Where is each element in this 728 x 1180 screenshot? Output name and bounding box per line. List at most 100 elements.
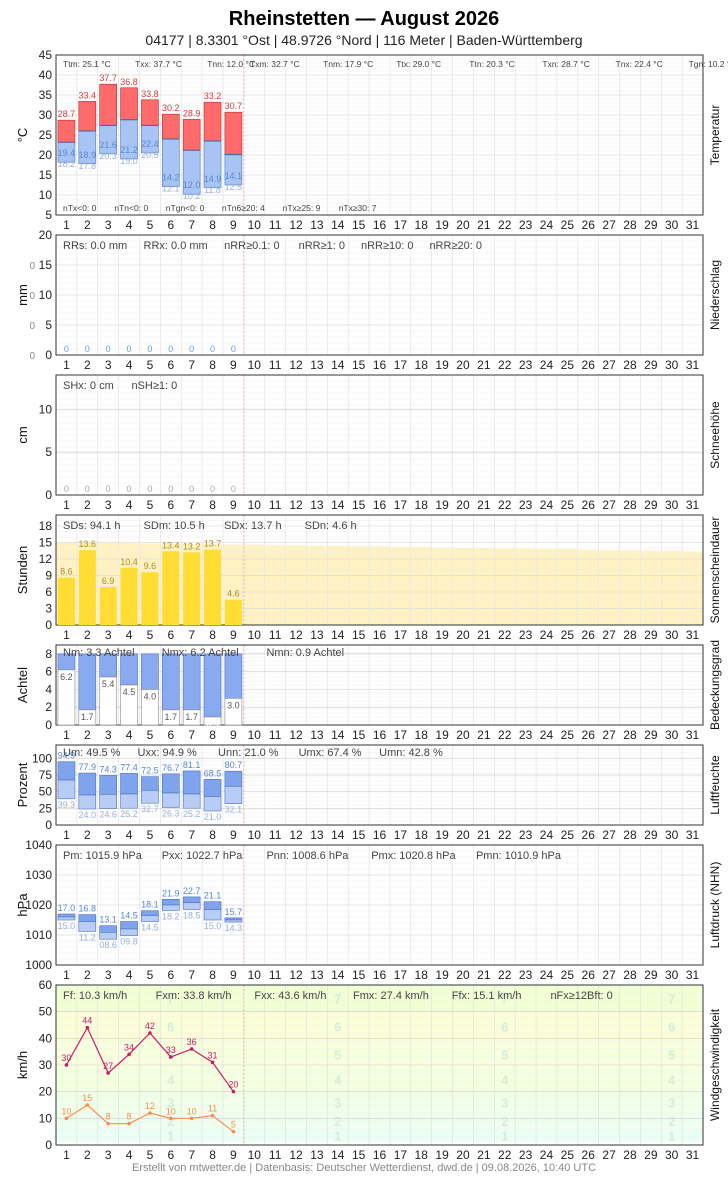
temp-stat: Txn: 28.7 °C [542, 59, 589, 69]
beaufort-label: 1 [334, 1129, 341, 1144]
pressure-min-label: 18.2 [162, 911, 180, 921]
cloud-day-label: 10 [248, 728, 262, 742]
snow-day-label: 8 [209, 498, 216, 512]
sunshine-day-label: 17 [394, 628, 408, 642]
snow-ytick-label: 10 [39, 402, 53, 416]
pressure-day-label: 3 [105, 968, 112, 982]
wind-day-label: 29 [644, 1148, 658, 1162]
pressure-min-bar [161, 904, 180, 911]
snow-value-label: 0 [210, 484, 215, 494]
pressure-min-bar [78, 921, 97, 932]
tmax-bar [99, 83, 117, 126]
beaufort-label: 3 [167, 1095, 174, 1110]
pressure-day-label: 8 [209, 968, 216, 982]
sunshine-bar [162, 551, 180, 625]
snow-day-label: 6 [167, 498, 174, 512]
humidity-min-label: 21.0 [204, 812, 222, 822]
humidity-stat: Um: 49.5 % [63, 747, 121, 759]
beaufort-label: 7 [334, 991, 341, 1006]
wind-mean-point [148, 1111, 152, 1115]
pressure-day-label: 11 [269, 968, 282, 982]
cloud-day-label: 3 [105, 728, 112, 742]
temperature-day-label: 4 [126, 218, 133, 232]
beaufort-label: 3 [334, 1095, 341, 1110]
sunshine-value-label: 13.7 [204, 539, 222, 549]
pressure-day-label: 30 [665, 968, 679, 982]
snow-value-label: 0 [231, 484, 236, 494]
wind-ytick-label: 0 [45, 1138, 52, 1152]
rain-value-label: 0 [168, 344, 173, 354]
pressure-min-label: 18.5 [183, 911, 201, 921]
sunshine-possible-bar [348, 546, 369, 625]
snow-day-label: 29 [644, 498, 658, 512]
temperature-ylabel: °C [15, 128, 30, 143]
sunshine-possible-bar [432, 547, 453, 625]
temperature-day-label: 19 [435, 218, 449, 232]
humidity-day-label: 18 [415, 828, 429, 842]
sunshine-day-label: 10 [248, 628, 262, 642]
snow-day-label: 18 [415, 498, 429, 512]
snow-day-label: 26 [582, 498, 596, 512]
sunshine-bar [183, 552, 201, 625]
humidity-max-label: 94.9 [58, 751, 76, 761]
pressure-min-label: 14.3 [225, 923, 243, 933]
snow-ylabel: cm [15, 426, 30, 443]
humidity-day-label: 27 [602, 828, 616, 842]
snow-day-label: 20 [456, 498, 470, 512]
tmax-value-label: 33.4 [79, 90, 97, 100]
snow-day-label: 13 [310, 498, 324, 512]
snow-day-label: 1 [63, 498, 70, 512]
wind-side-label: Windgeschwindigkeit [708, 1008, 722, 1121]
wind-day-label: 21 [477, 1148, 491, 1162]
wind-day-label: 2 [84, 1148, 91, 1162]
temperature-day-label: 12 [289, 218, 303, 232]
wind-ytick-label: 40 [39, 1031, 53, 1045]
wind-day-label: 30 [665, 1148, 679, 1162]
pressure-day-label: 16 [373, 968, 387, 982]
page-subtitle: 04177 | 8.3301 °Ost | 48.9726 °Nord | 11… [145, 32, 582, 48]
cloud-value-label: 4.5 [123, 687, 136, 697]
snow-day-label: 5 [147, 498, 154, 512]
sunshine-possible-bar [536, 549, 557, 625]
precipitation-day-label: 11 [269, 358, 282, 372]
rain-stat: nRR≥10: 0 [361, 240, 414, 252]
humidity-frame [55, 744, 704, 826]
humidity-min-label: 24.6 [99, 810, 117, 820]
beaufort-label: 7 [668, 991, 675, 1006]
wind-mean-point [168, 1116, 173, 1121]
beaufort-label: 5 [334, 1047, 341, 1062]
snow-value-label: 0 [85, 484, 90, 494]
cloud-day-label: 21 [477, 728, 491, 742]
sunshine-day-label: 30 [665, 628, 679, 642]
sunshine-possible-bar [327, 545, 348, 625]
wind-gust-point [127, 1052, 131, 1057]
humidity-min-label: 32.7 [141, 804, 159, 814]
sunshine-day-label: 19 [435, 628, 449, 642]
tmin-value-label: 14.1 [225, 171, 243, 181]
temperature-day-label: 31 [686, 218, 700, 232]
humidity-min-bar [161, 792, 180, 808]
sunshine-possible-bar [640, 550, 661, 625]
beaufort-band [56, 1011, 703, 1041]
sunshine-possible-bar [286, 545, 306, 625]
humidity-stat: Unn: 21.0 % [218, 747, 279, 759]
temperature-day-label: 6 [167, 218, 174, 232]
snow-side-label: Schneehöhe [708, 401, 722, 469]
temperature-day-label: 11 [269, 218, 282, 232]
cloud-clear-bar [203, 716, 222, 726]
precipitation-day-label: 9 [230, 358, 237, 372]
cloud-day-label: 9 [230, 728, 237, 742]
rain-stat: RRs: 0.0 mm [63, 240, 127, 252]
sunshine-side-label: Sonnenscheindauer [708, 517, 722, 624]
sunshine-ytick-label: 9 [45, 569, 52, 583]
humidity-max-label: 72.5 [141, 766, 159, 776]
sunshine-value-label: 13.2 [183, 541, 201, 551]
pressure-day-label: 15 [352, 968, 366, 982]
wind-stat: Ff: 10.3 km/h [63, 990, 127, 1002]
cloud-day-label: 30 [665, 728, 679, 742]
sunshine-stat: SDs: 94.1 h [63, 520, 120, 532]
wind-day-label: 24 [540, 1148, 554, 1162]
